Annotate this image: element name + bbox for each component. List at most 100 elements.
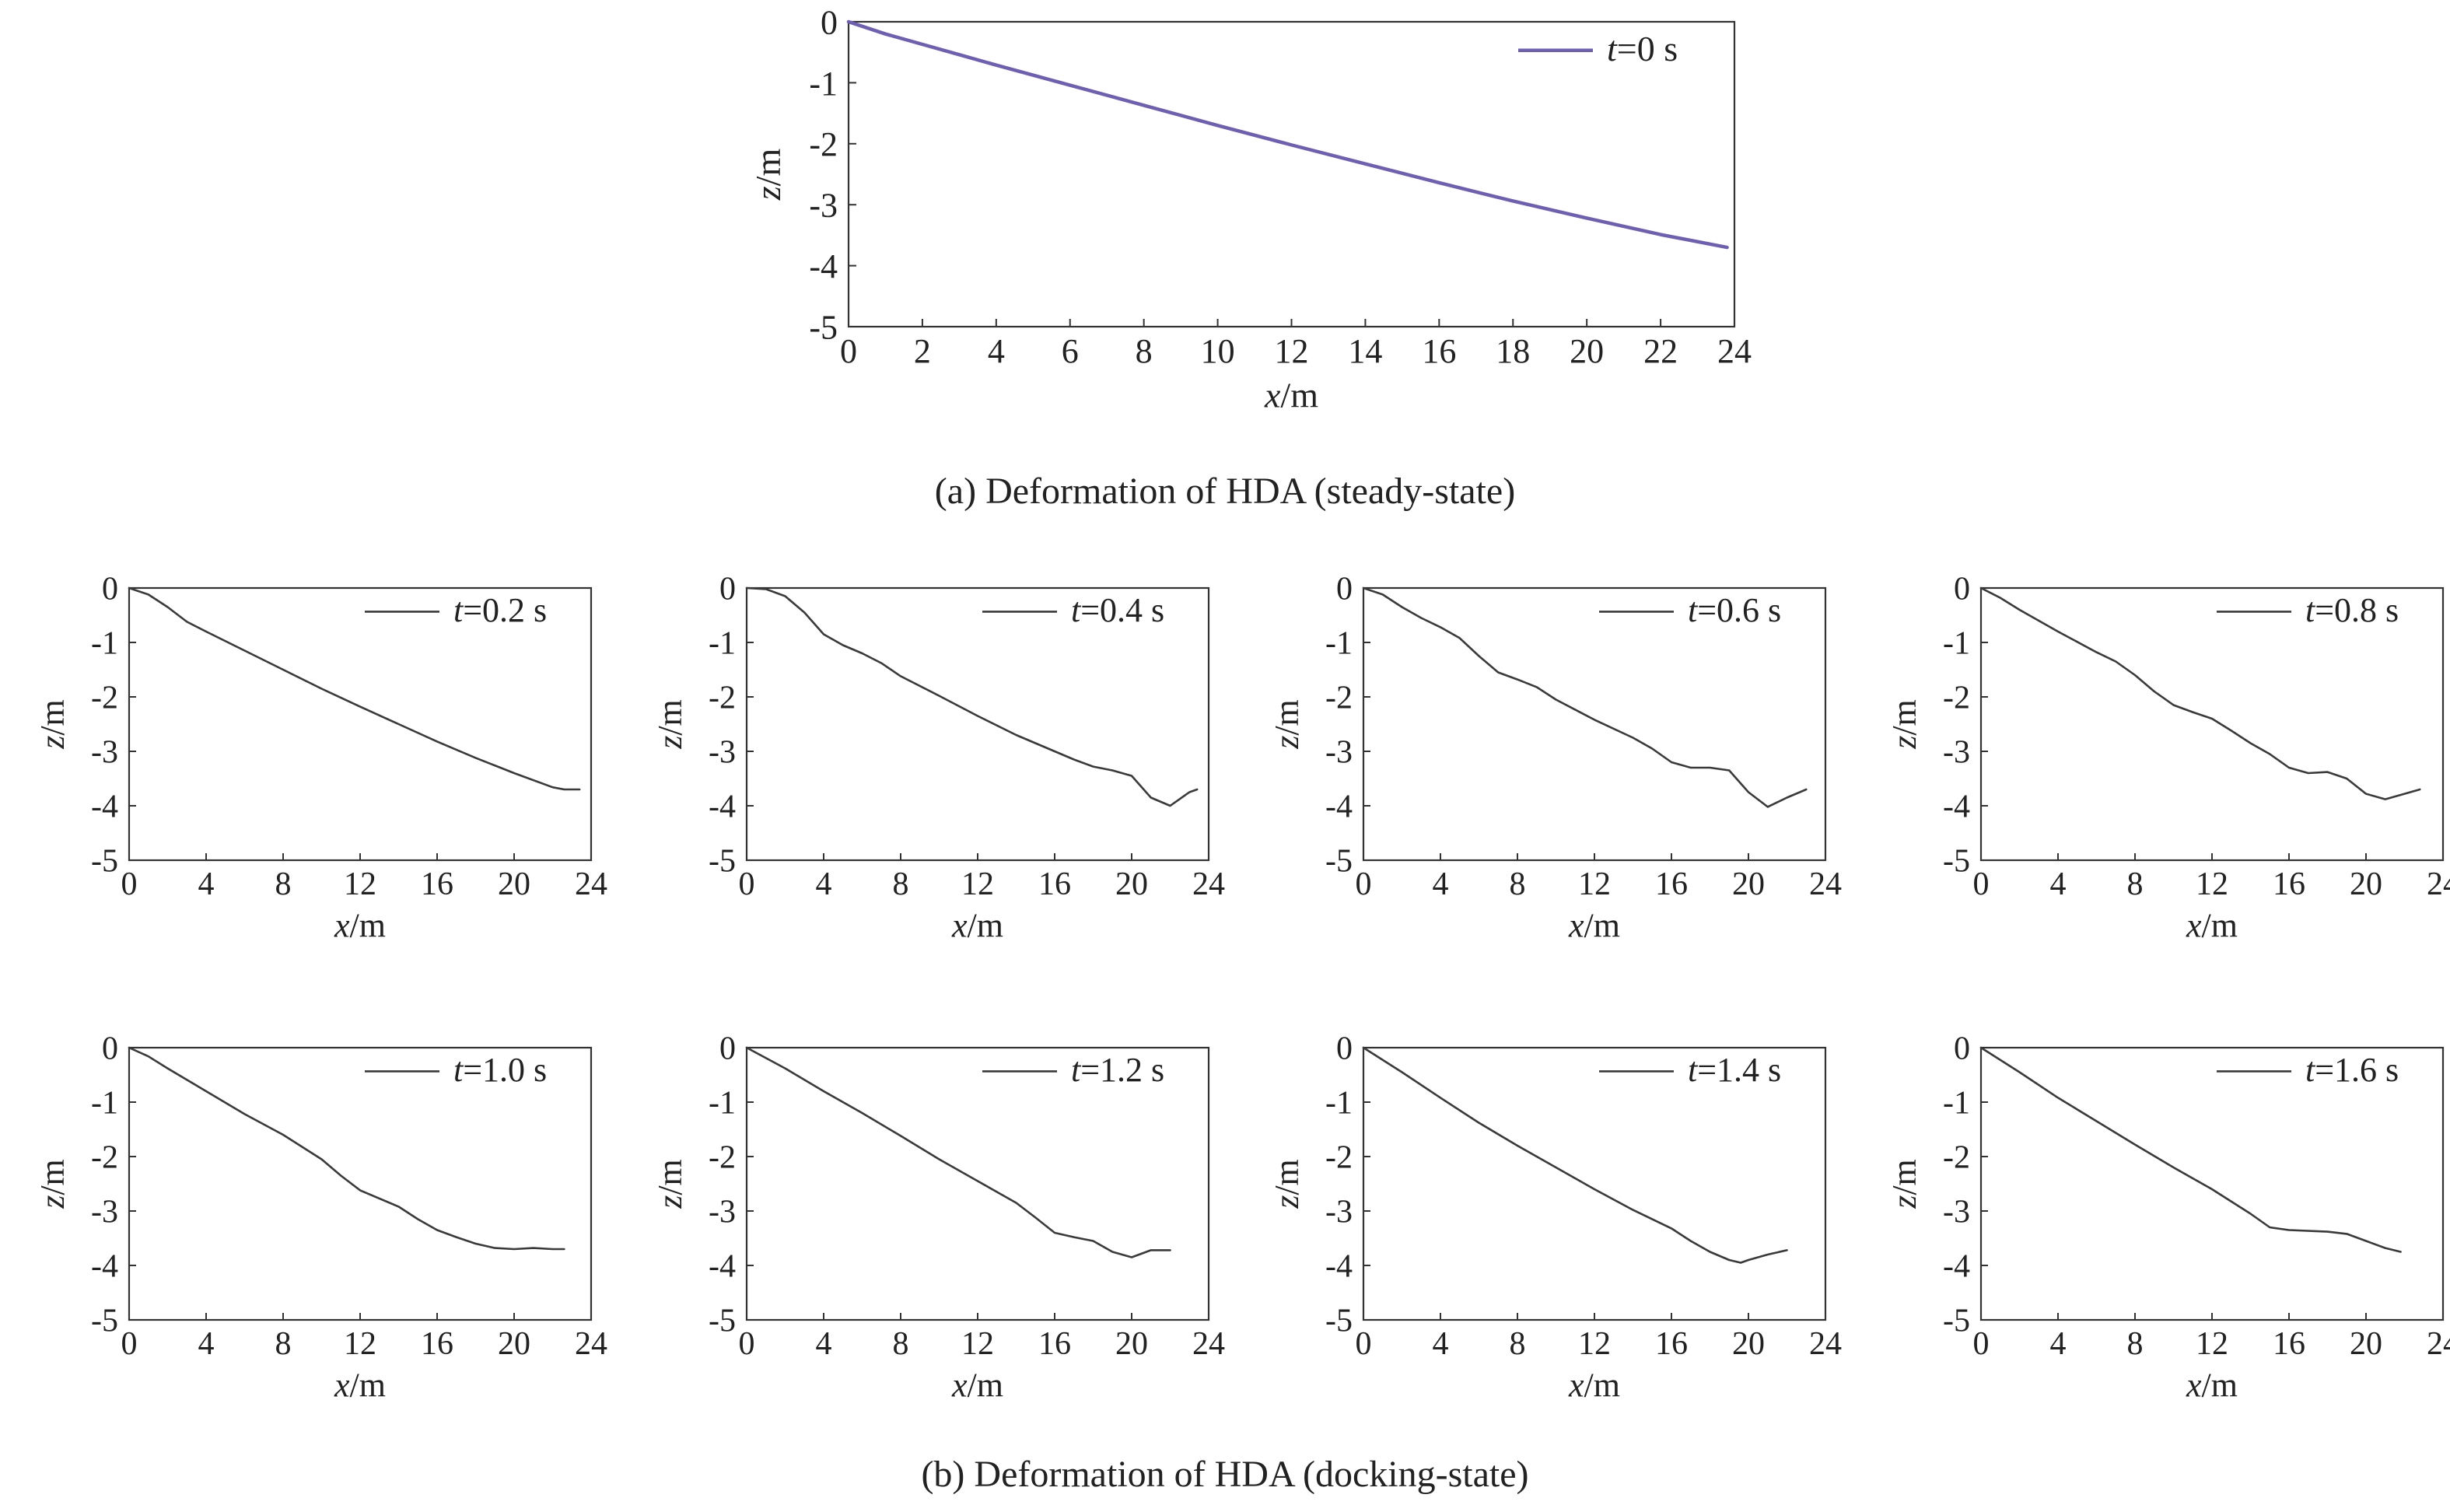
x-tick-label: 8 — [2127, 1326, 2144, 1362]
y-axis-label-unit: /m — [651, 1159, 689, 1195]
legend-label: t=0 s — [1607, 29, 1678, 68]
y-tick-label: -3 — [809, 187, 838, 225]
y-tick-label: -5 — [1325, 1304, 1353, 1339]
x-axis-label-var: x — [334, 1367, 350, 1405]
y-tick-label: -2 — [1943, 1140, 1970, 1176]
y-tick-label: -3 — [709, 735, 736, 771]
y-axis-label-var: z — [748, 186, 788, 201]
x-axis-label-var: x — [951, 1367, 968, 1405]
y-tick-label: 0 — [821, 3, 838, 41]
y-tick-label: -4 — [1325, 789, 1353, 825]
x-axis-label: x/m — [951, 907, 1003, 945]
x-axis-label: x/m — [2186, 907, 2238, 945]
x-tick-label: 16 — [1655, 1326, 1688, 1362]
x-tick-label: 2 — [914, 332, 931, 370]
y-tick-label: -1 — [91, 626, 118, 662]
x-axis-label-unit: /m — [968, 1367, 1003, 1405]
y-tick-label: -1 — [91, 1086, 118, 1122]
y-tick-label: -3 — [1325, 1195, 1353, 1230]
x-tick-label: 20 — [2350, 866, 2382, 902]
x-tick-label: 12 — [2196, 866, 2228, 902]
legend-label-var: t — [1688, 1051, 1699, 1089]
y-tick-label: -1 — [1943, 626, 1970, 662]
x-axis-label-var: x — [951, 907, 968, 945]
chart-b2: 0 4 8 12 16 20 240-1-2-3-4-5x/mz/mt=0.4 s — [651, 572, 1225, 945]
x-tick-label: 0 — [121, 1326, 138, 1362]
x-tick-label: 12 — [961, 866, 994, 902]
x-tick-label: 8 — [1510, 866, 1526, 902]
x-tick-label: 22 — [1643, 332, 1678, 370]
legend-label-rest: =0.4 s — [1080, 591, 1164, 629]
x-tick-label: 20 — [1732, 866, 1765, 902]
legend-label-var: t — [2305, 591, 2316, 629]
x-tick-label: 16 — [1038, 866, 1071, 902]
x-tick-label: 4 — [2050, 1326, 2067, 1362]
x-tick-label: 0 — [739, 866, 755, 902]
x-tick-label: 8 — [275, 1326, 292, 1362]
x-axis-label-var: x — [334, 907, 350, 945]
x-tick-label: 0 — [1973, 1326, 1990, 1362]
x-tick-label: 4 — [816, 866, 832, 902]
series-line — [745, 1046, 1171, 1258]
series-line — [128, 1046, 565, 1251]
x-tick-label: 16 — [1422, 332, 1456, 370]
y-tick-label: -4 — [709, 789, 736, 825]
y-tick-label: -1 — [1325, 1086, 1353, 1122]
x-axis-label-unit: /m — [968, 907, 1003, 945]
x-tick-label: 4 — [2050, 866, 2067, 902]
x-tick-label: 20 — [1115, 866, 1148, 902]
legend-label-var: t — [453, 591, 464, 629]
y-axis-label-var: z — [33, 1195, 72, 1209]
x-tick-label: 12 — [961, 1326, 994, 1362]
x-tick-label: 4 — [988, 332, 1005, 370]
y-tick-label: -2 — [809, 125, 838, 163]
y-tick-label: -1 — [1943, 1086, 1970, 1122]
x-axis-label-var: x — [1568, 1367, 1584, 1405]
legend-label-var: t — [1071, 591, 1082, 629]
x-tick-label: 16 — [2273, 1326, 2305, 1362]
y-axis-label-unit: /m — [33, 1159, 72, 1195]
series-line — [1979, 1046, 2402, 1253]
y-tick-label: -4 — [809, 247, 838, 285]
x-axis-label-unit: /m — [2202, 1367, 2238, 1405]
y-axis-label: z/m — [1268, 1159, 1306, 1209]
y-tick-label: -2 — [1325, 681, 1353, 716]
x-tick-label: 16 — [1038, 1326, 1071, 1362]
legend-label: t=1.0 s — [453, 1051, 547, 1089]
x-tick-label: 20 — [2350, 1326, 2382, 1362]
chart-b7: 0 4 8 12 16 20 240-1-2-3-4-5x/mz/mt=1.4 s — [1268, 1031, 1842, 1405]
y-axis-label-var: z — [1885, 736, 1923, 750]
y-axis-label: z/m — [1885, 1159, 1923, 1209]
y-axis-label: z/m — [651, 699, 689, 750]
y-tick-label: -3 — [91, 735, 118, 771]
y-axis-label-unit: /m — [1885, 1159, 1923, 1195]
y-tick-label: -2 — [1943, 681, 1970, 716]
legend-label: t=1.6 s — [2305, 1051, 2399, 1089]
legend-label-rest: =0.8 s — [2315, 591, 2399, 629]
x-axis-label-unit: /m — [2202, 907, 2238, 945]
x-tick-label: 12 — [1275, 332, 1309, 370]
legend-label: t=0.8 s — [2305, 591, 2399, 629]
x-axis-label-unit: /m — [1280, 375, 1318, 415]
legend-label-var: t — [453, 1051, 464, 1089]
y-tick-label: -3 — [1943, 1195, 1970, 1230]
x-tick-label: 4 — [816, 1326, 832, 1362]
x-axis-label: x/m — [2186, 1367, 2238, 1405]
x-axis-label-var: x — [1568, 907, 1584, 945]
x-tick-label: 8 — [1136, 332, 1153, 370]
y-tick-label: -2 — [91, 1140, 118, 1176]
y-tick-label: -1 — [809, 65, 838, 103]
y-tick-label: 0 — [1954, 1031, 1970, 1067]
y-tick-label: -1 — [709, 626, 736, 662]
legend-label-var: t — [1607, 29, 1618, 68]
x-tick-label: 20 — [498, 1326, 530, 1362]
x-axis-label-unit: /m — [350, 1367, 386, 1405]
x-tick-label: 20 — [1115, 1326, 1148, 1362]
x-tick-label: 24 — [1809, 1326, 1842, 1362]
y-axis-label-unit: /m — [651, 699, 689, 735]
y-tick-label: -3 — [91, 1195, 118, 1230]
legend-label-rest: =0.6 s — [1697, 591, 1781, 629]
y-tick-label: 0 — [1954, 572, 1970, 607]
x-tick-label: 16 — [421, 1326, 453, 1362]
